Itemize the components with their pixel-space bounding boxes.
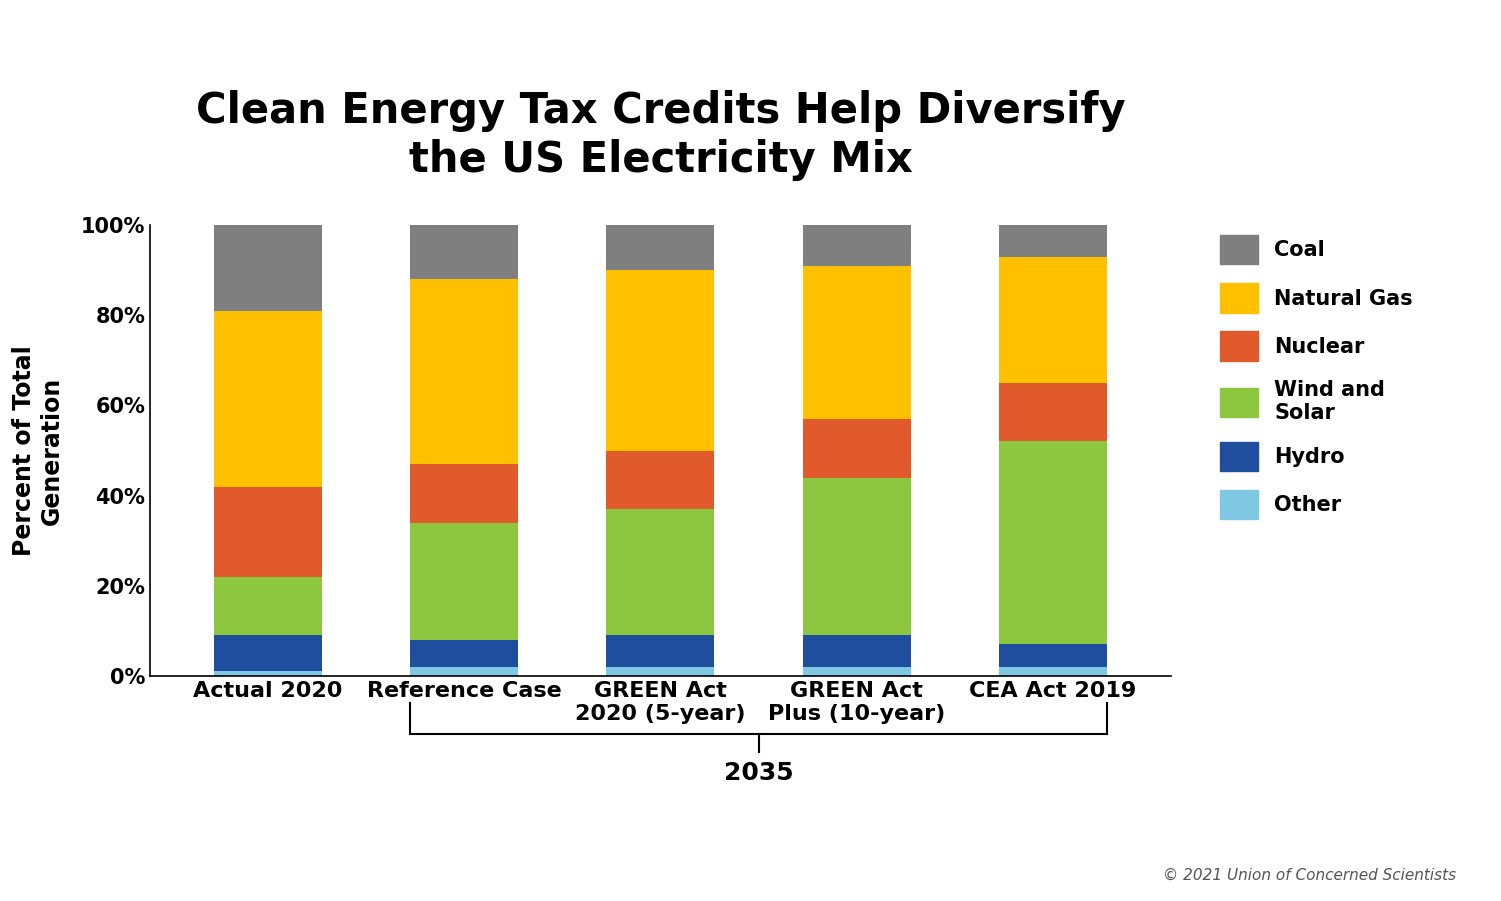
Bar: [606, 225, 714, 270]
Bar: [1000, 644, 1108, 667]
Bar: [410, 464, 518, 523]
Bar: [803, 225, 911, 266]
Bar: [1000, 257, 1108, 383]
Bar: [1000, 441, 1108, 644]
Bar: [410, 523, 518, 640]
Text: Clean Energy Tax Credits Help Diversify
the US Electricity Mix: Clean Energy Tax Credits Help Diversify …: [195, 90, 1126, 181]
Bar: [606, 270, 714, 450]
Bar: [606, 509, 714, 635]
Bar: [410, 640, 518, 667]
Bar: [803, 419, 911, 478]
Bar: [803, 667, 911, 676]
Bar: [606, 635, 714, 667]
Bar: [1000, 225, 1108, 257]
Bar: [215, 225, 321, 311]
Bar: [215, 311, 321, 487]
Bar: [803, 266, 911, 419]
Bar: [215, 671, 321, 676]
Bar: [215, 635, 321, 671]
Bar: [1000, 383, 1108, 441]
Bar: [803, 635, 911, 667]
Bar: [410, 225, 518, 279]
Y-axis label: Percent of Total
Generation: Percent of Total Generation: [12, 345, 65, 556]
Bar: [410, 667, 518, 676]
Bar: [606, 667, 714, 676]
Bar: [606, 450, 714, 509]
Bar: [215, 487, 321, 577]
Bar: [1000, 667, 1108, 676]
Text: © 2021 Union of Concerned Scientists: © 2021 Union of Concerned Scientists: [1163, 868, 1456, 883]
Bar: [410, 279, 518, 464]
Legend: Coal, Natural Gas, Nuclear, Wind and
Solar, Hydro, Other: Coal, Natural Gas, Nuclear, Wind and Sol…: [1211, 227, 1421, 528]
Text: 2035: 2035: [723, 761, 794, 786]
Bar: [803, 478, 911, 635]
Bar: [215, 577, 321, 635]
